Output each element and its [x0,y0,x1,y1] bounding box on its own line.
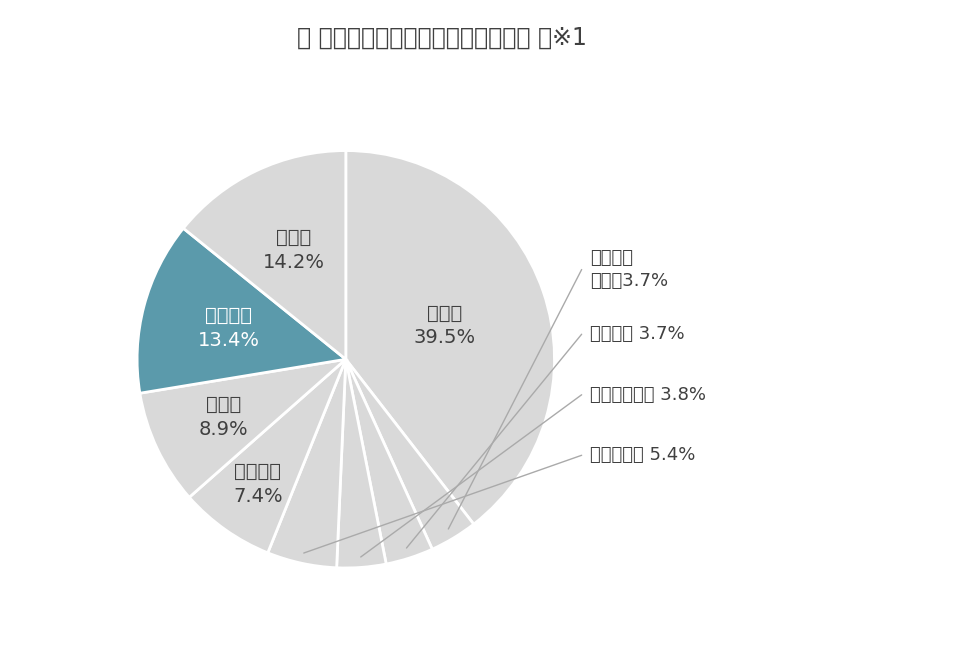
Text: テレビ
8.9%: テレビ 8.9% [199,395,248,439]
Wedge shape [346,359,473,549]
Text: 冷蔵庫
14.2%: 冷蔵庫 14.2% [263,228,324,272]
Text: 〈 家庭部門機器別電気使用量の内訳 〉※1: 〈 家庭部門機器別電気使用量の内訳 〉※1 [297,26,587,50]
Wedge shape [346,151,555,524]
Text: 照明器具
13.4%: 照明器具 13.4% [198,306,260,350]
Wedge shape [183,151,346,359]
Wedge shape [140,359,346,497]
Wedge shape [337,359,386,568]
Wedge shape [189,359,346,553]
Text: 電気温水器 5.4%: 電気温水器 5.4% [590,446,695,464]
Text: その他
39.5%: その他 39.5% [414,304,475,348]
Text: エコキュート 3.8%: エコキュート 3.8% [590,386,706,404]
Wedge shape [346,359,432,564]
Text: エアコン
7.4%: エアコン 7.4% [233,462,282,506]
Wedge shape [268,359,346,568]
Text: 食器洗浄
举燥机3.7%: 食器洗浄 举燥机3.7% [590,249,668,290]
Text: 電気便座 3.7%: 電気便座 3.7% [590,325,684,343]
Wedge shape [137,228,346,393]
